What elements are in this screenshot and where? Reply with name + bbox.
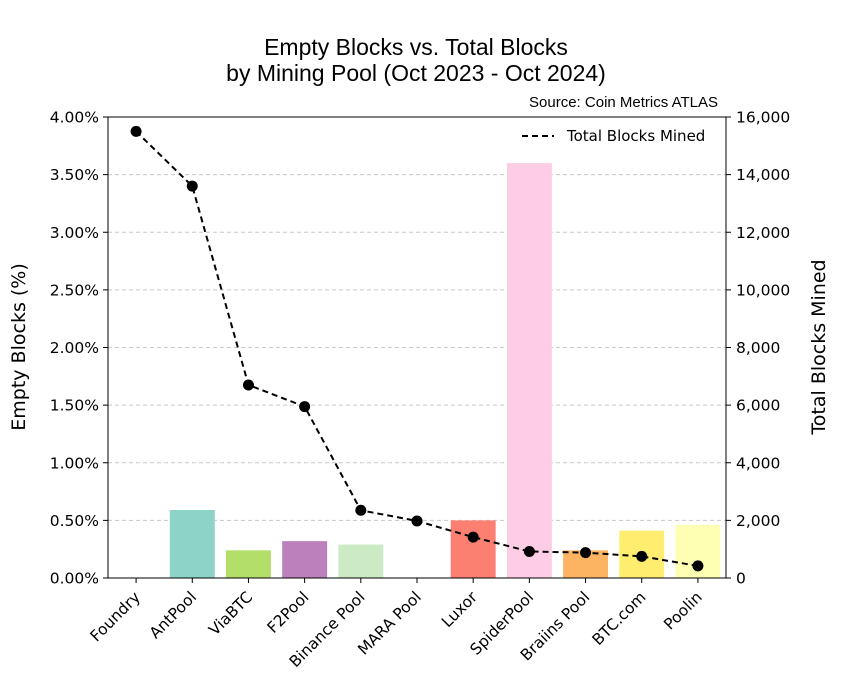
x-tick-label: Foundry: [87, 588, 144, 645]
total-blocks-point: [299, 401, 311, 413]
total-blocks-point: [636, 550, 648, 562]
x-tick-label: AntPool: [146, 588, 200, 642]
gridlines: [108, 174, 726, 521]
bar-series: [169, 163, 721, 578]
right-axis: 0 2,000 4,000 6,000 8,000 10,000 12,000 14,000 1…: [726, 109, 790, 588]
left-tick-label: 3.00%: [50, 224, 99, 242]
left-tick-label: 0.00%: [50, 570, 99, 588]
right-tick-label: 10,000: [736, 281, 790, 299]
chart-title-line-2: by Mining Pool (Oct 2023 - Oct 2024): [226, 60, 606, 86]
left-axis-label: Empty Blocks (%): [8, 263, 30, 431]
right-tick-label: 6,000: [736, 397, 780, 415]
bar-luxor: [450, 520, 496, 578]
left-tick-label: 2.00%: [50, 339, 99, 357]
total-blocks-point: [467, 531, 479, 543]
legend-label: Total Blocks Mined: [566, 127, 705, 145]
right-tick-label: 0: [736, 570, 746, 588]
right-tick-label: 12,000: [736, 224, 790, 242]
total-blocks-point: [130, 125, 142, 137]
right-axis-label: Total Blocks Mined: [808, 259, 830, 435]
left-tick-label: 3.50%: [50, 166, 99, 184]
chart-title-line-1: Empty Blocks vs. Total Blocks: [264, 34, 568, 60]
total-blocks-point: [411, 515, 423, 527]
bar-antpool: [169, 510, 215, 578]
right-tick-label: 2,000: [736, 512, 780, 530]
total-blocks-line: [135, 130, 699, 567]
x-tick-label: Luxor: [438, 588, 481, 631]
x-tick-label: BTC.com: [589, 588, 650, 649]
line-series: [130, 125, 704, 572]
left-tick-label: 1.50%: [50, 397, 99, 415]
right-tick-label: 14,000: [736, 166, 790, 184]
bar-spiderpool: [506, 163, 552, 578]
x-tick-label: F2Pool: [264, 588, 313, 637]
chart-source: Source: Coin Metrics ATLAS: [529, 94, 718, 111]
legend: Total Blocks Mined: [522, 127, 705, 145]
bar-viabtc: [225, 550, 271, 578]
bar-f2pool: [282, 541, 328, 578]
x-tick-label: Poolin: [660, 588, 705, 633]
total-blocks-point: [580, 547, 592, 559]
total-blocks-point: [523, 545, 535, 557]
right-tick-label: 16,000: [736, 109, 790, 127]
x-tick-label: ViaBTC: [205, 588, 256, 639]
bar-binance-pool: [338, 544, 384, 578]
right-tick-label: 4,000: [736, 454, 780, 472]
left-tick-label: 1.00%: [50, 454, 99, 472]
total-blocks-point: [355, 504, 367, 516]
left-tick-label: 2.50%: [50, 281, 99, 299]
left-tick-label: 0.50%: [50, 512, 99, 530]
total-blocks-point: [186, 180, 198, 192]
left-axis: 0.00% 0.50% 1.00% 1.50% 2.00% 2.50% 3.00% 3.50%…: [50, 109, 108, 588]
left-tick-label: 4.00%: [50, 109, 99, 127]
total-blocks-point: [242, 379, 254, 391]
total-blocks-point: [692, 560, 704, 572]
right-tick-label: 8,000: [736, 339, 780, 357]
